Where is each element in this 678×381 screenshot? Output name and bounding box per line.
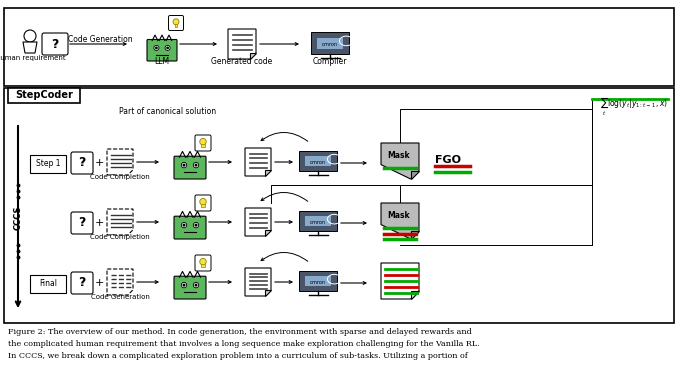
Text: ?: ?: [79, 216, 85, 229]
Text: StepCoder: StepCoder: [15, 91, 73, 101]
Bar: [201, 264, 205, 267]
Polygon shape: [23, 42, 37, 53]
Bar: [4, 8, 674, 86]
Text: Mask: Mask: [386, 151, 410, 160]
Bar: [30, 155, 66, 173]
Circle shape: [195, 283, 197, 287]
Bar: [299, 151, 337, 171]
Text: CCCS: CCCS: [14, 206, 22, 230]
Bar: [317, 38, 343, 48]
Polygon shape: [381, 263, 419, 299]
Bar: [304, 216, 332, 226]
Polygon shape: [411, 171, 419, 179]
Bar: [4, 88, 674, 323]
Circle shape: [165, 45, 170, 50]
Polygon shape: [265, 170, 271, 176]
Polygon shape: [381, 203, 419, 239]
Polygon shape: [245, 148, 271, 176]
Bar: [30, 275, 66, 293]
Polygon shape: [107, 209, 133, 235]
Circle shape: [181, 223, 186, 228]
FancyBboxPatch shape: [71, 212, 93, 234]
Text: ?: ?: [79, 157, 85, 170]
Text: Figure 2: The overview of our method. In code generation, the environment with s: Figure 2: The overview of our method. In…: [8, 328, 479, 360]
Circle shape: [200, 199, 206, 205]
Bar: [311, 32, 349, 54]
Text: Step 1: Step 1: [36, 160, 60, 168]
Polygon shape: [411, 291, 419, 299]
Text: Part of canonical solution: Part of canonical solution: [119, 107, 216, 115]
Polygon shape: [228, 29, 256, 59]
Circle shape: [155, 46, 158, 49]
Circle shape: [193, 223, 199, 228]
Circle shape: [193, 282, 199, 288]
Circle shape: [195, 163, 197, 166]
Bar: [299, 271, 337, 291]
Circle shape: [181, 282, 186, 288]
FancyBboxPatch shape: [71, 272, 93, 294]
Polygon shape: [245, 268, 271, 296]
FancyBboxPatch shape: [169, 16, 184, 30]
FancyBboxPatch shape: [195, 135, 211, 151]
Text: ?: ?: [52, 37, 59, 51]
Bar: [304, 276, 332, 286]
Circle shape: [193, 162, 199, 168]
Text: $\sum_t \log(y_t|y_{1:t-1}, x)$: $\sum_t \log(y_t|y_{1:t-1}, x)$: [600, 96, 668, 118]
Text: LLM: LLM: [155, 56, 170, 66]
Text: Code Completion: Code Completion: [90, 174, 150, 180]
Polygon shape: [250, 53, 256, 59]
Circle shape: [166, 46, 169, 49]
Text: omron: omron: [322, 42, 338, 46]
Bar: [174, 24, 178, 27]
Circle shape: [24, 30, 36, 42]
Circle shape: [182, 224, 186, 227]
Circle shape: [182, 283, 186, 287]
Text: omron: omron: [310, 160, 326, 165]
Bar: [304, 156, 332, 166]
Circle shape: [182, 163, 186, 166]
Text: Generated code: Generated code: [212, 56, 273, 66]
Bar: [201, 144, 205, 147]
FancyBboxPatch shape: [195, 255, 211, 271]
Text: +: +: [94, 158, 104, 168]
Circle shape: [195, 224, 197, 227]
Polygon shape: [265, 290, 271, 296]
Text: ?: ?: [79, 277, 85, 290]
Polygon shape: [265, 230, 271, 236]
Polygon shape: [245, 208, 271, 236]
Text: FGO: FGO: [435, 155, 461, 165]
Circle shape: [200, 258, 206, 265]
Text: Code Generation: Code Generation: [91, 294, 149, 300]
FancyBboxPatch shape: [42, 33, 68, 55]
Polygon shape: [381, 143, 419, 179]
Text: Final: Final: [39, 280, 57, 288]
Text: Code Generation: Code Generation: [68, 35, 132, 43]
Polygon shape: [107, 269, 133, 295]
Text: Compiler: Compiler: [313, 56, 347, 66]
Circle shape: [154, 45, 159, 50]
Circle shape: [200, 138, 206, 145]
Text: +: +: [94, 278, 104, 288]
FancyBboxPatch shape: [195, 195, 211, 211]
Polygon shape: [411, 231, 419, 239]
Text: +: +: [94, 218, 104, 228]
FancyBboxPatch shape: [71, 152, 93, 174]
Text: omron: omron: [310, 220, 326, 225]
Text: omron: omron: [310, 280, 326, 285]
FancyBboxPatch shape: [174, 156, 206, 179]
Bar: [299, 211, 337, 231]
FancyBboxPatch shape: [174, 276, 206, 299]
FancyBboxPatch shape: [147, 40, 177, 61]
Circle shape: [181, 162, 186, 168]
Circle shape: [173, 19, 179, 25]
Bar: [201, 204, 205, 207]
Polygon shape: [107, 149, 133, 175]
Bar: [8, 88, 80, 103]
Text: Human requirement: Human requirement: [0, 55, 65, 61]
FancyBboxPatch shape: [174, 216, 206, 239]
Text: Code Completion: Code Completion: [90, 234, 150, 240]
Text: Mask: Mask: [386, 211, 410, 220]
